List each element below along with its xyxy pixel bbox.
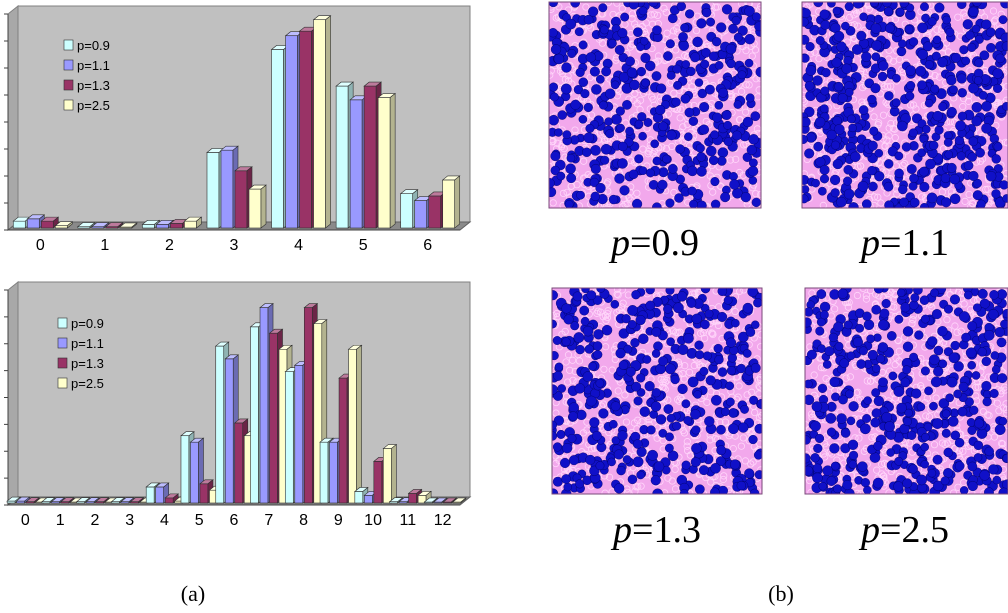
x-tick-label: 3 [230,237,239,254]
bar [452,497,467,504]
simulation-label-variable: p [608,222,630,264]
simulation-frame [804,287,1008,495]
bar [60,497,75,504]
x-tick-label: 12 [434,512,452,529]
x-tick-label: 5 [195,512,204,529]
simulation-label-variable: p [858,222,880,264]
simulation-snapshots: p=0.9 p=1.1p=1.3 p=2.5 [548,1,1008,551]
x-tick-label: 7 [264,512,273,529]
x-tick-label: 8 [299,512,308,529]
legend-swatch [57,357,68,369]
simulation-panel: p=2.5 [804,287,1008,551]
simulation-label: p=2.5 [858,509,949,551]
legend-swatch [57,317,68,329]
x-tick-label: 9 [334,512,343,529]
x-tick-label: 0 [21,512,30,529]
bar [377,92,396,229]
legend-label: p=2.5 [77,98,110,113]
simulation-label-value: =1.3 [632,509,701,551]
simulation-label: p=1.3 [610,509,701,551]
bar-chart-top: 0 1 2 3 4 5 6 p=0.9 p=1.1 p=1.3 p=2.5 [4,4,472,254]
bar [77,222,96,229]
bar [119,222,138,229]
simulation-frame [548,1,762,209]
simulation-panel: p=1.1 [801,1,1008,264]
caption-a: (a) [181,581,205,606]
x-tick-label: 5 [359,237,368,254]
legend-label: p=0.9 [77,38,110,53]
simulation-label-value: =2.5 [880,509,949,551]
bar [382,443,398,504]
bar [164,493,180,504]
legend-swatch [57,337,68,349]
particle-cloud [805,288,1008,494]
plot-side-wall [7,4,19,232]
bar [25,497,40,504]
simulation-label-value: =1.1 [880,222,949,264]
legend-item: p=1.3 [57,356,104,371]
legend-item: p=0.9 [63,38,110,53]
caption-b: (b) [768,581,794,606]
particle-cloud [552,288,762,494]
simulation-label-value: =0.9 [630,222,699,264]
x-tick-label: 3 [125,512,134,529]
legend-label: p=0.9 [71,316,104,331]
x-tick-label: 2 [90,512,99,529]
x-tick-label: 6 [230,512,239,529]
bar [105,222,124,229]
bar [94,497,110,504]
legend-label: p=1.3 [71,356,104,371]
legend-label: p=1.1 [71,336,104,351]
simulation-label: p=0.9 [608,222,699,264]
bar [248,184,267,229]
bar [312,15,332,229]
bar [220,145,239,229]
x-tick-label: 11 [400,512,417,529]
x-tick-label: 1 [100,237,109,254]
x-tick-label: 10 [364,512,382,529]
x-tick-label: 4 [294,237,303,254]
particle-cloud [802,2,1008,208]
legend-label: p=1.1 [77,58,110,73]
bar [40,216,60,229]
legend-item: p=2.5 [63,98,110,113]
simulation-panel: p=0.9 [548,1,762,264]
bar [441,175,461,229]
simulation-label-variable: p [610,509,632,551]
simulation-frame [551,287,763,495]
legend-label: p=1.3 [77,78,110,93]
legend-swatch [63,99,74,111]
bar [347,344,363,504]
bar [183,216,203,229]
x-tick-label: 2 [165,237,174,254]
bar [129,497,145,504]
particle-cloud [549,2,761,208]
simulation-frame [801,1,1008,209]
legend-item: p=1.1 [57,336,104,351]
legend-label: p=2.5 [71,376,104,391]
x-tick-label: 4 [160,512,169,529]
legend-swatch [63,79,74,91]
x-tick-label: 0 [36,237,45,254]
legend-swatch [63,59,74,71]
simulation-label-variable: p [858,509,880,551]
legend-swatch [63,39,74,51]
bar-chart-bottom: 0 1 2 3 4 5 6 7 8 9 10 11 12p=0.9p=1.1p=1.3p=2.5 [4,280,472,529]
legend-swatch [57,377,68,389]
legend-item: p=2.5 [57,376,104,391]
bar [91,222,110,229]
legend-item: p=0.9 [57,316,104,331]
bar [54,221,74,229]
legend-item: p=1.1 [63,58,110,73]
legend-item: p=1.3 [63,78,110,93]
x-tick-label: 1 [56,512,65,529]
simulation-panel: p=1.3 [551,287,763,551]
x-tick-label: 6 [423,237,432,254]
plot-side-wall [7,280,19,507]
simulation-label: p=1.1 [858,222,949,264]
